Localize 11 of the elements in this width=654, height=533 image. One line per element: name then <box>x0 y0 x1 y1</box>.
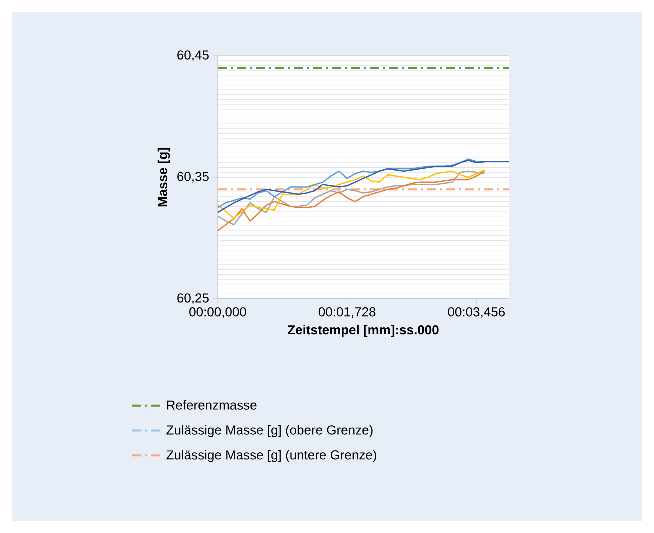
y-tick-label: 60,45 <box>178 50 209 62</box>
legend-label: Referenzmasse <box>167 400 257 410</box>
legend-label: Zulässige Masse [g] (obere Grenze) <box>166 425 373 438</box>
y-tick-label: 60,35 <box>178 172 209 183</box>
legend-label: Zulässige Masse [g] (untere Grenze) <box>166 450 376 462</box>
x-axis-title: Zeitstempel [mm]:ss.000 <box>288 325 439 338</box>
y-axis-title: Masse [g] <box>158 148 170 207</box>
x-tick-label: 00:01,728 <box>318 308 376 318</box>
x-tick-label: 00:03,456 <box>448 308 506 318</box>
x-tick-label: 00:00,000 <box>190 308 246 318</box>
y-tick-label: 60,25 <box>178 294 209 304</box>
